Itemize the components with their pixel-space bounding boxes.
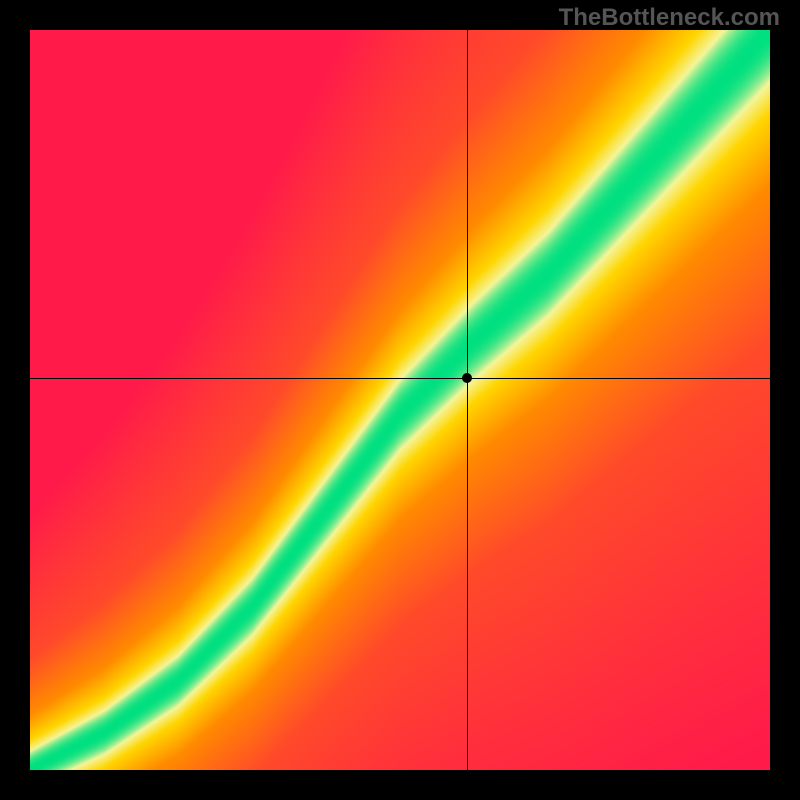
plot-area (30, 30, 770, 770)
chart-frame: TheBottleneck.com (0, 0, 800, 800)
watermark-text: TheBottleneck.com (559, 4, 780, 32)
heatmap-canvas (30, 30, 770, 770)
